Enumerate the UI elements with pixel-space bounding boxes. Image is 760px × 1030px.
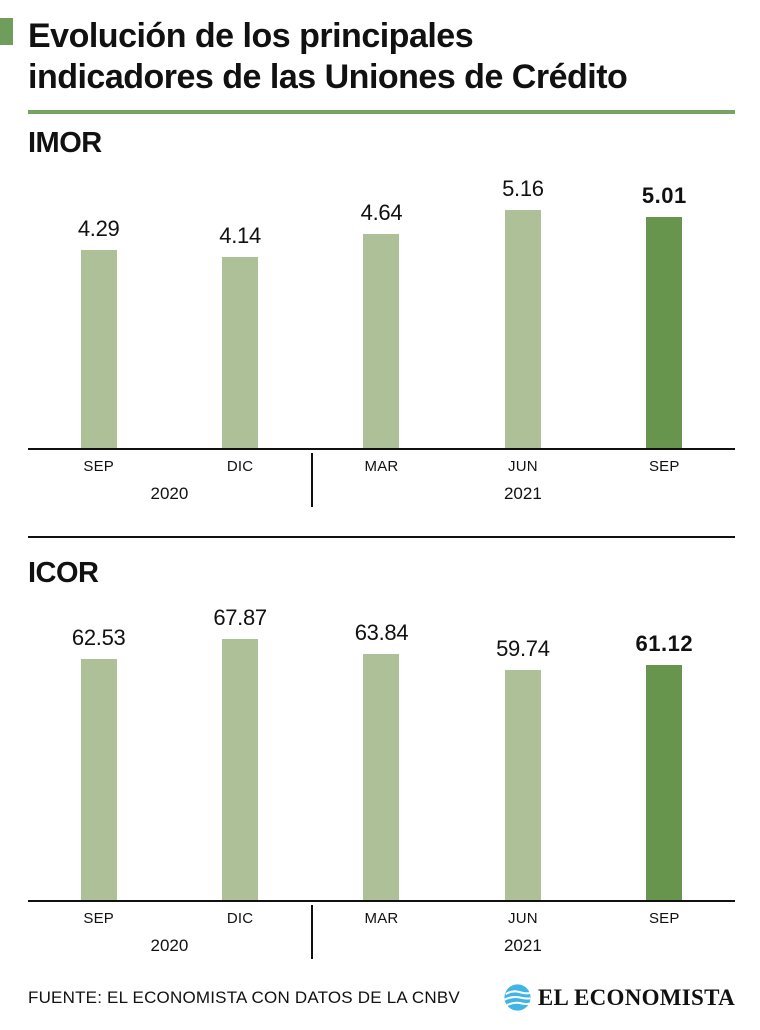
page-title: Evolución de los principales indicadores… <box>28 16 735 98</box>
bar-column: 5.01 <box>642 183 687 448</box>
title-accent-square <box>0 18 13 45</box>
year-labels-row: 2020 2021 <box>28 932 735 962</box>
header: Evolución de los principales indicadores… <box>28 16 735 98</box>
month-labels-row: SEP DIC MAR JUN SEP <box>28 902 735 932</box>
year-label-2020: 2020 <box>150 484 189 503</box>
bar-column: 4.64 <box>361 200 403 448</box>
month-label: DIC <box>226 910 254 927</box>
value-label: 67.87 <box>213 605 267 630</box>
value-label: 62.53 <box>71 625 126 650</box>
value-label: 61.12 <box>635 631 694 656</box>
bar-column: 4.29 <box>78 216 120 448</box>
month-label: MAR <box>364 458 399 475</box>
bar-column: 5.16 <box>502 176 544 448</box>
month-label: SEP <box>83 458 114 475</box>
month-label: JUN <box>508 910 538 927</box>
year-label-2021: 2021 <box>503 936 542 955</box>
bar-mar-2021 <box>363 654 400 900</box>
bar-jun-2021 <box>504 670 541 900</box>
year-label-2020: 2020 <box>150 936 189 955</box>
month-label: SEP <box>83 910 114 927</box>
bar-sep-2021-highlight <box>646 217 683 448</box>
brand-name: EL ECONOMISTA <box>537 984 735 1010</box>
section-separator-line <box>28 536 735 538</box>
el-economista-globe-icon <box>504 984 531 1011</box>
bar-column: 63.84 <box>355 620 409 900</box>
value-label: 63.84 <box>354 620 409 645</box>
bar-column: 67.87 <box>213 605 267 900</box>
brand-logo: EL ECONOMISTA <box>504 984 735 1011</box>
bar-column: 62.53 <box>72 625 126 900</box>
month-label: MAR <box>364 910 399 927</box>
chart-icor-axis: SEP DIC MAR JUN SEP 2020 2021 <box>28 902 735 962</box>
value-label: 4.14 <box>219 223 261 248</box>
chart-imor: IMOR 4.29 4.14 4.64 5.16 5.01 <box>28 128 735 510</box>
value-label: 59.74 <box>496 636 550 661</box>
footer: FUENTE: EL ECONOMISTA CON DATOS DE LA CN… <box>28 984 735 1011</box>
bar-dic-2020 <box>222 257 259 448</box>
year-label-2021: 2021 <box>503 484 542 503</box>
bar-dic-2020 <box>222 639 259 900</box>
bar-column: 4.14 <box>219 223 261 448</box>
bar-sep-2020 <box>80 659 117 900</box>
bar-jun-2021 <box>504 210 541 448</box>
value-label: 5.01 <box>641 183 687 208</box>
chart-imor-plot-area: 4.29 4.14 4.64 5.16 5.01 <box>28 168 735 450</box>
bar-sep-2020 <box>80 250 117 448</box>
page-title-line1: Evolución de los principales <box>28 17 474 55</box>
source-credit: FUENTE: EL ECONOMISTA CON DATOS DE LA CN… <box>28 987 460 1007</box>
title-underline-rule <box>28 110 735 114</box>
value-label: 4.29 <box>77 216 120 241</box>
value-label: 4.64 <box>360 200 403 225</box>
month-label: JUN <box>508 458 538 475</box>
year-labels-row: 2020 2021 <box>28 480 735 510</box>
year-divider-line <box>310 905 313 959</box>
month-label: SEP <box>648 910 680 927</box>
bar-sep-2021-highlight <box>646 665 683 900</box>
chart-icor-plot-area: 62.53 67.87 63.84 59.74 61.12 <box>28 598 735 902</box>
bar-column: 59.74 <box>496 636 550 900</box>
bar-mar-2021 <box>363 234 400 448</box>
month-label: SEP <box>648 458 680 475</box>
value-label: 5.16 <box>502 176 544 201</box>
chart-icor-title: ICOR <box>28 557 99 589</box>
month-label: DIC <box>226 458 254 475</box>
page-title-line2: indicadores de las Uniones de Crédito <box>28 58 628 96</box>
year-divider-line <box>310 453 313 507</box>
bar-column: 61.12 <box>636 631 694 900</box>
month-labels-row: SEP DIC MAR JUN SEP <box>28 450 735 480</box>
chart-imor-axis: SEP DIC MAR JUN SEP 2020 2021 <box>28 450 735 510</box>
chart-imor-title: IMOR <box>28 127 102 159</box>
chart-icor: ICOR 62.53 67.87 63.84 59.74 61.12 <box>28 558 735 962</box>
